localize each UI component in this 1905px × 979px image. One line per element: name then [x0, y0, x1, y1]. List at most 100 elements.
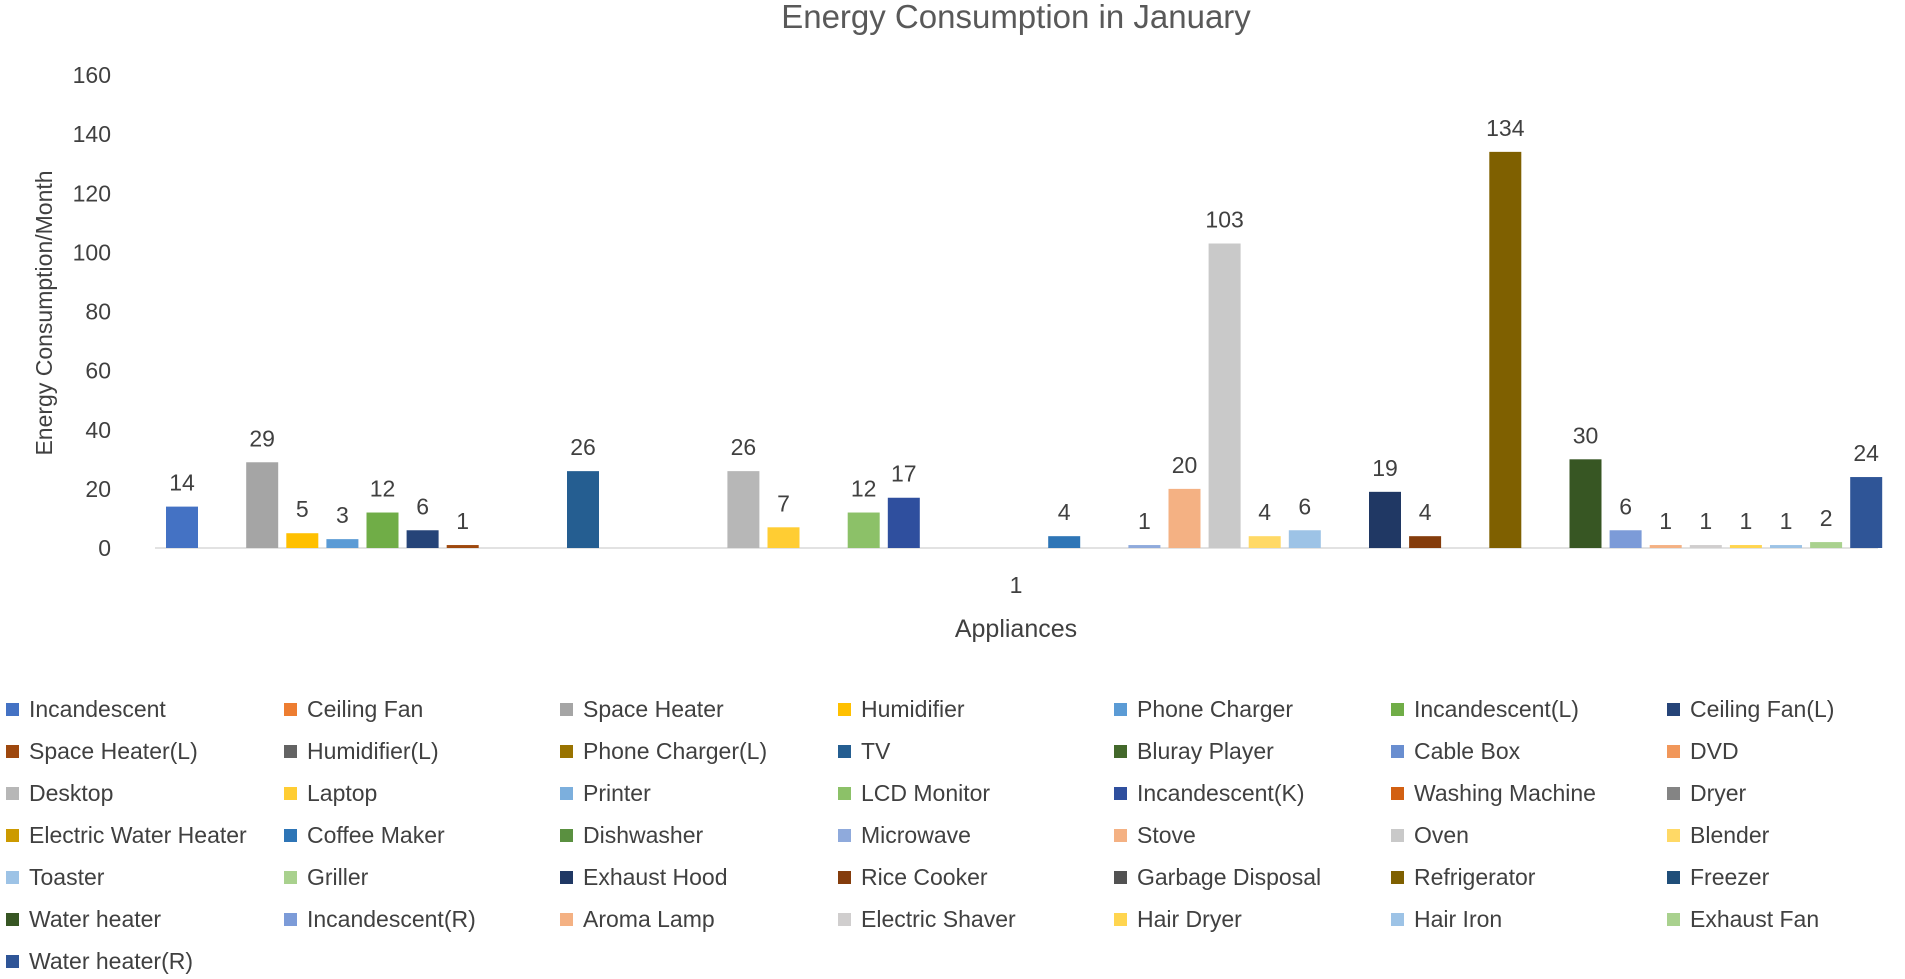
legend-swatch [838, 828, 851, 842]
legend-label: Oven [1414, 821, 1469, 848]
data-label: 134 [1486, 115, 1525, 141]
legend-swatch [1391, 702, 1404, 716]
data-label: 14 [169, 470, 195, 496]
y-tick-label: 100 [73, 239, 111, 265]
legend-label: Stove [1137, 821, 1196, 848]
legend-label: Toaster [29, 863, 105, 890]
legend-swatch [1391, 870, 1404, 884]
legend-swatch [284, 912, 297, 926]
legend-label: Space Heater(L) [29, 737, 198, 764]
legend-item: Oven [1391, 820, 1469, 850]
legend-label: Refrigerator [1414, 863, 1536, 890]
legend-item: Space Heater(L) [6, 736, 198, 766]
legend-label: Blender [1690, 821, 1770, 848]
legend-swatch [1114, 702, 1127, 716]
bar [567, 471, 599, 548]
bar [246, 462, 279, 548]
legend-item: Incandescent(K) [1114, 778, 1304, 808]
legend-swatch [6, 828, 19, 842]
data-label: 1 [1659, 508, 1672, 534]
data-label: 7 [777, 490, 790, 516]
legend-label: Phone Charger [1137, 695, 1293, 722]
data-label: 26 [570, 434, 596, 460]
bar [727, 471, 760, 548]
y-tick-label: 80 [85, 299, 111, 325]
data-label: 1 [1740, 508, 1753, 534]
legend-item: Phone Charger(L) [560, 736, 767, 766]
legend-label: Space Heater [583, 695, 724, 722]
bar [406, 530, 439, 548]
legend-item: Incandescent(R) [284, 904, 476, 934]
legend-swatch [1667, 786, 1680, 800]
legend-swatch [284, 702, 297, 716]
x-tick-label: 1 [1010, 572, 1023, 598]
legend-swatch [1114, 870, 1127, 884]
legend-label: Griller [307, 863, 369, 890]
legend-item: Toaster [6, 862, 104, 892]
legend-label: Humidifier [861, 695, 965, 722]
data-label: 1 [1780, 508, 1793, 534]
bar [1770, 545, 1802, 548]
y-tick-label: 0 [98, 535, 111, 561]
legend-swatch [6, 744, 19, 758]
data-label: 6 [1619, 493, 1632, 519]
bar [166, 506, 198, 548]
y-axis-label: Energy Consumption/Month [31, 170, 57, 455]
data-label: 1 [1138, 508, 1151, 534]
legend-label: Dryer [1690, 779, 1747, 806]
legend-item: Stove [1114, 820, 1196, 850]
y-tick-label: 40 [85, 417, 111, 443]
legend-label: DVD [1690, 737, 1739, 764]
data-label: 1 [456, 508, 469, 534]
legend-label: Electric Water Heater [29, 821, 247, 848]
legend-label: Dishwasher [583, 821, 704, 848]
chart-title: Energy Consumption in January [781, 0, 1251, 35]
y-axis-ticks: 0 20 40 60 80 100 120 140 160 [73, 62, 111, 561]
legend-label: Coffee Maker [307, 821, 445, 848]
bar [1248, 536, 1281, 548]
data-label: 19 [1372, 455, 1398, 481]
legend-label: Ceiling Fan(L) [1690, 695, 1835, 722]
bar [1288, 530, 1321, 548]
legend-label: Exhaust Hood [583, 863, 728, 890]
legend-swatch [1114, 786, 1127, 800]
legend-item: Cable Box [1391, 736, 1520, 766]
legend-item: Humidifier [838, 694, 965, 724]
legend-label: Freezer [1690, 863, 1770, 890]
legend-item: Exhaust Fan [1667, 904, 1819, 934]
legend-swatch [1391, 786, 1404, 800]
bar [1208, 243, 1241, 548]
bar [1569, 459, 1602, 548]
legend-label: Water heater(R) [29, 947, 194, 974]
legend-item: Dishwasher [560, 820, 703, 850]
legend-item: Hair Dryer [1114, 904, 1242, 934]
data-label: 4 [1258, 499, 1271, 525]
legend-item: Griller [284, 862, 368, 892]
legend-swatch [560, 912, 573, 926]
bar [1729, 545, 1762, 548]
legend-item: Dryer [1667, 778, 1746, 808]
bars-group [166, 151, 1883, 549]
bar [1609, 530, 1642, 548]
legend-item: Washing Machine [1391, 778, 1596, 808]
y-tick-label: 160 [73, 62, 111, 88]
bar [326, 539, 359, 548]
legend-swatch [1667, 828, 1680, 842]
data-label: 3 [336, 502, 349, 528]
legend-item: Laptop [284, 778, 377, 808]
bar [1649, 545, 1682, 548]
legend-item: Incandescent [6, 694, 166, 724]
bar [1369, 491, 1401, 548]
legend-swatch [1114, 912, 1127, 926]
legend-label: Humidifier(L) [307, 737, 439, 764]
legend-swatch [560, 744, 573, 758]
legend-label: Aroma Lamp [583, 905, 715, 932]
data-label: 17 [891, 461, 917, 487]
bar [1409, 536, 1442, 548]
legend-label: Microwave [861, 821, 971, 848]
legend-item: Water heater [6, 904, 161, 934]
legend-label: Garbage Disposal [1137, 863, 1322, 890]
legend-item: Electric Shaver [838, 904, 1016, 934]
bar [1850, 477, 1883, 548]
